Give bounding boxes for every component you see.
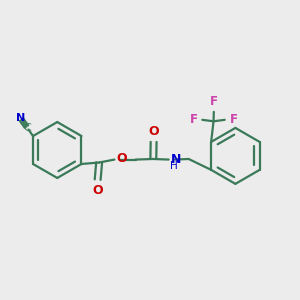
Text: F: F (190, 113, 198, 126)
Text: O: O (116, 152, 127, 165)
Text: F: F (210, 95, 218, 108)
Text: O: O (92, 184, 103, 197)
Text: N: N (16, 113, 25, 123)
Text: H: H (170, 161, 178, 171)
Text: N: N (170, 153, 181, 166)
Text: C: C (24, 123, 32, 133)
Text: F: F (230, 113, 237, 126)
Text: O: O (148, 125, 159, 138)
